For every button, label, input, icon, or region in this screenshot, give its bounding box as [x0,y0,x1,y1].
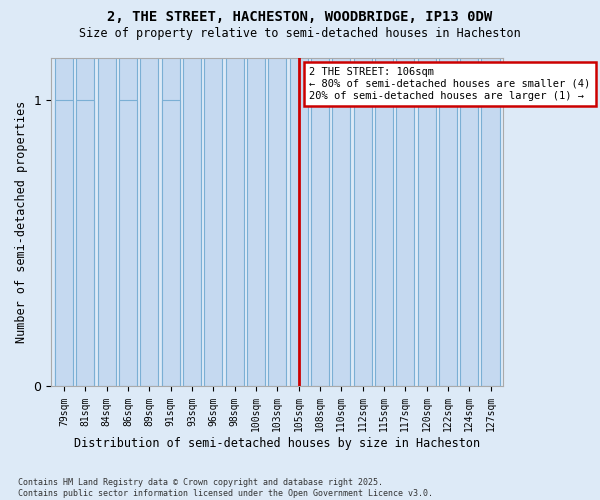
Bar [55,100,73,387]
Bar [460,0,478,386]
Bar [353,0,371,386]
Bar [481,0,500,386]
Bar [204,0,223,386]
Bar [418,0,436,386]
Bar [183,0,201,386]
Bar [55,0,73,386]
Bar [226,0,244,386]
Bar [76,100,94,387]
Bar [375,0,393,386]
Bar [396,0,415,386]
Bar [119,100,137,387]
Bar [247,0,265,386]
Bar [140,0,158,386]
X-axis label: Distribution of semi-detached houses by size in Hacheston: Distribution of semi-detached houses by … [74,437,481,450]
Text: 2 THE STREET: 106sqm
← 80% of semi-detached houses are smaller (4)
20% of semi-d: 2 THE STREET: 106sqm ← 80% of semi-detac… [309,68,590,100]
Text: Contains HM Land Registry data © Crown copyright and database right 2025.
Contai: Contains HM Land Registry data © Crown c… [18,478,433,498]
Bar [76,0,94,386]
Text: Size of property relative to semi-detached houses in Hacheston: Size of property relative to semi-detach… [79,28,521,40]
Text: 2, THE STREET, HACHESTON, WOODBRIDGE, IP13 0DW: 2, THE STREET, HACHESTON, WOODBRIDGE, IP… [107,10,493,24]
Bar [161,0,180,386]
Bar [290,0,308,386]
Y-axis label: Number of semi-detached properties: Number of semi-detached properties [15,101,28,343]
Bar [268,0,286,386]
Bar [332,0,350,386]
Bar [439,0,457,386]
Bar [161,100,180,387]
Bar [119,0,137,386]
Bar [311,100,329,387]
Bar [311,0,329,386]
Bar [98,0,116,386]
